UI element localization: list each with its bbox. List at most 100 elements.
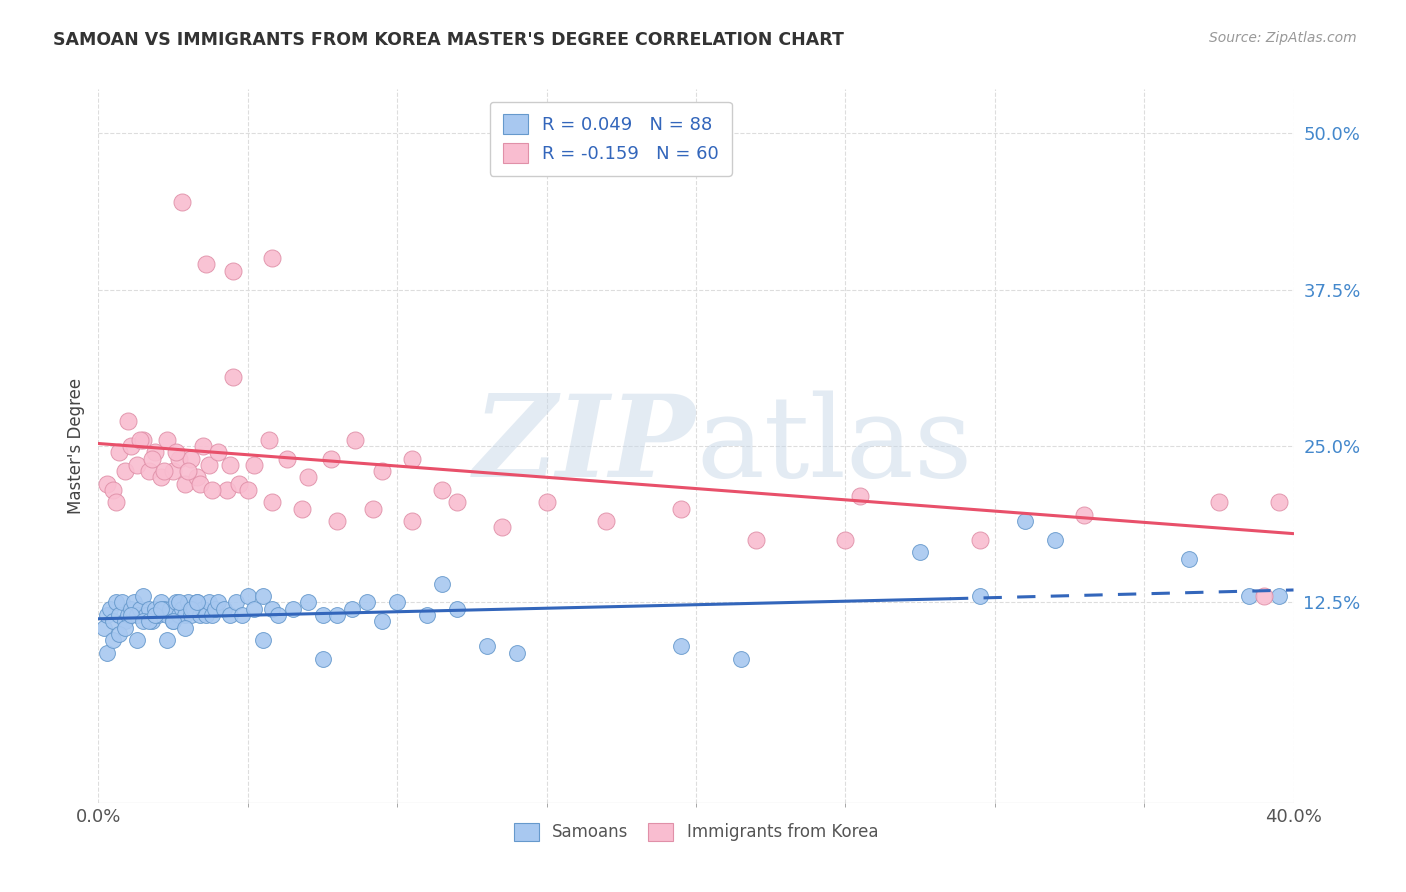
Legend: Samoans, Immigrants from Korea: Samoans, Immigrants from Korea <box>508 816 884 848</box>
Point <box>117 414 139 428</box>
Point <box>595 514 617 528</box>
Point <box>167 607 190 622</box>
Point <box>103 483 125 497</box>
Point <box>219 458 242 472</box>
Point <box>174 476 197 491</box>
Point <box>446 495 468 509</box>
Point <box>276 451 298 466</box>
Point <box>162 614 184 628</box>
Point <box>186 470 208 484</box>
Point <box>186 595 208 609</box>
Point <box>165 595 187 609</box>
Point <box>129 433 152 447</box>
Point <box>201 483 224 497</box>
Point <box>401 514 423 528</box>
Point <box>114 621 136 635</box>
Point <box>446 601 468 615</box>
Point <box>180 451 202 466</box>
Point <box>183 601 205 615</box>
Point <box>385 595 409 609</box>
Point <box>326 514 349 528</box>
Point <box>311 607 333 622</box>
Point <box>120 601 142 615</box>
Point <box>174 621 197 635</box>
Point <box>252 633 274 648</box>
Point <box>356 595 378 609</box>
Point <box>342 601 364 615</box>
Point <box>105 595 128 609</box>
Point <box>150 595 173 609</box>
Point <box>156 633 179 648</box>
Point <box>96 476 118 491</box>
Point <box>108 445 131 459</box>
Point <box>93 621 115 635</box>
Point <box>371 614 394 628</box>
Point <box>143 607 166 622</box>
Point <box>132 433 155 447</box>
Point <box>291 501 314 516</box>
Point <box>1253 589 1275 603</box>
Point <box>127 607 149 622</box>
Point <box>416 607 439 622</box>
Point <box>114 464 136 478</box>
Point <box>172 601 194 615</box>
Point <box>172 194 194 209</box>
Point <box>167 451 190 466</box>
Point <box>371 464 394 478</box>
Point <box>222 264 245 278</box>
Point <box>105 495 128 509</box>
Point <box>159 601 181 615</box>
Point <box>177 595 200 609</box>
Point <box>260 601 283 615</box>
Point <box>162 614 184 628</box>
Point <box>103 633 125 648</box>
Point <box>669 501 692 516</box>
Point <box>124 595 146 609</box>
Point <box>141 614 163 628</box>
Point <box>207 595 229 609</box>
Point <box>156 433 179 447</box>
Point <box>138 601 160 615</box>
Y-axis label: Master's Degree: Master's Degree <box>66 378 84 514</box>
Point <box>243 601 266 615</box>
Point <box>111 595 134 609</box>
Text: Source: ZipAtlas.com: Source: ZipAtlas.com <box>1209 31 1357 45</box>
Point <box>117 607 139 622</box>
Point <box>297 595 319 609</box>
Point <box>257 433 280 447</box>
Point <box>430 576 453 591</box>
Point <box>153 464 176 478</box>
Point <box>849 489 872 503</box>
Point <box>198 595 221 609</box>
Point <box>188 476 211 491</box>
Point <box>1043 533 1066 547</box>
Point <box>1178 551 1201 566</box>
Text: atlas: atlas <box>696 391 973 501</box>
Point <box>730 652 752 666</box>
Point <box>1208 495 1230 509</box>
Point <box>195 607 218 622</box>
Point <box>281 601 304 615</box>
Point <box>1014 514 1036 528</box>
Point <box>132 589 155 603</box>
Point <box>252 589 274 603</box>
Point <box>180 607 202 622</box>
Point <box>141 451 163 466</box>
Point <box>225 595 247 609</box>
Point <box>430 483 453 497</box>
Point <box>165 445 187 459</box>
Point <box>191 439 214 453</box>
Point <box>120 439 142 453</box>
Point <box>186 595 208 609</box>
Point <box>969 589 991 603</box>
Point <box>321 451 343 466</box>
Point <box>108 607 131 622</box>
Point <box>127 633 149 648</box>
Point <box>491 520 513 534</box>
Point <box>669 640 692 654</box>
Point <box>260 495 283 509</box>
Point <box>204 601 226 615</box>
Point <box>191 601 214 615</box>
Point <box>96 607 118 622</box>
Point <box>243 458 266 472</box>
